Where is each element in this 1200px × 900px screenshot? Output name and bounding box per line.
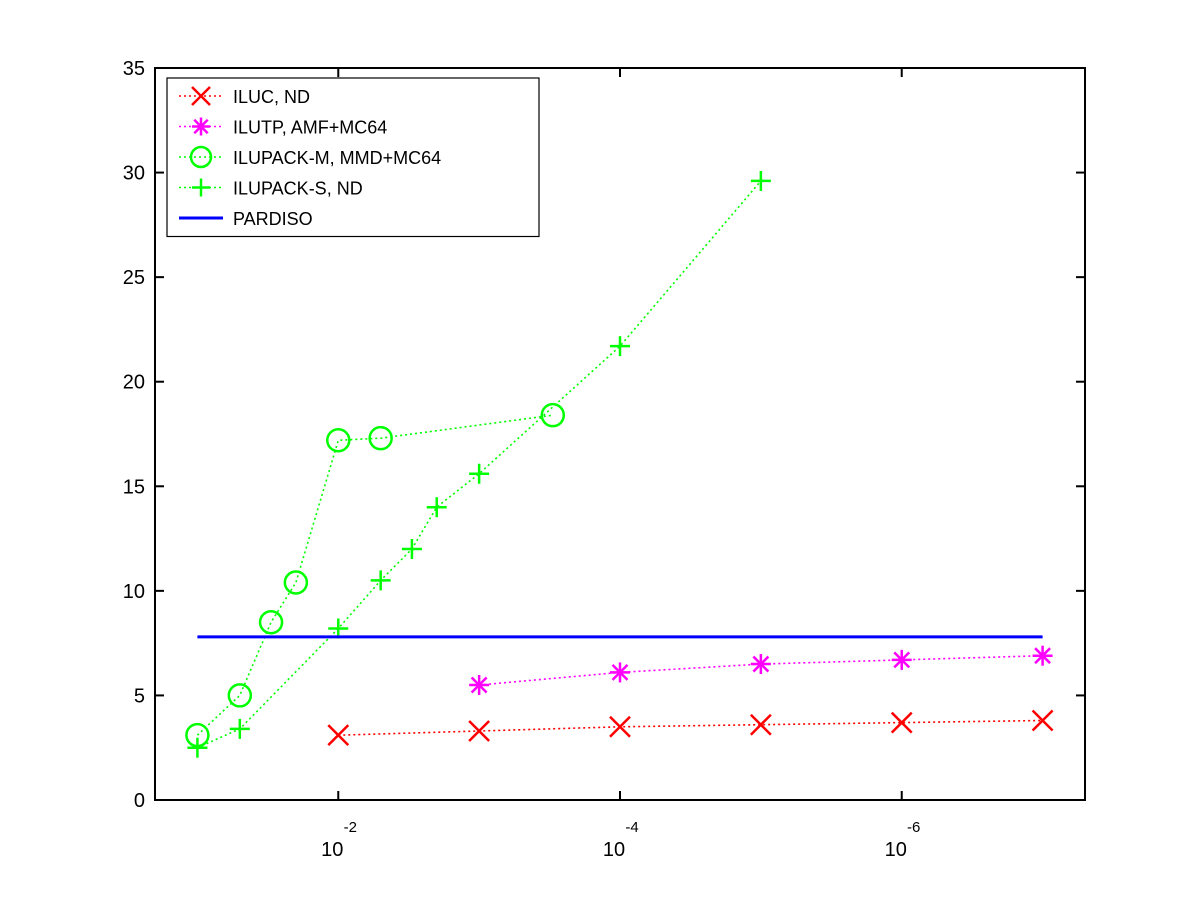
data-point-3-5 bbox=[426, 497, 447, 518]
legend-label-3: ILUPACK-S, ND bbox=[233, 179, 363, 199]
legend-entry-3: ILUPACK-S, ND bbox=[179, 178, 363, 199]
legend-label-1: ILUTP, AMF+MC64 bbox=[233, 118, 387, 138]
series-3 bbox=[187, 170, 771, 758]
legend-label-2: ILUPACK-M, MMD+MC64 bbox=[233, 148, 441, 168]
data-point-3-6 bbox=[469, 463, 490, 484]
legend-label-4: PARDISO bbox=[233, 209, 313, 229]
data-point-2-6 bbox=[540, 402, 566, 428]
legend-marker-3 bbox=[192, 178, 210, 197]
x-tick-base: 10 bbox=[885, 839, 907, 861]
data-point-0-3 bbox=[749, 713, 772, 736]
x-tick-label-0: 10-2 bbox=[321, 819, 357, 861]
data-point-0-1 bbox=[468, 720, 491, 742]
legend-entry-1: ILUTP, AMF+MC64 bbox=[179, 117, 387, 138]
series-line-2 bbox=[196, 414, 553, 736]
data-point-1-1 bbox=[610, 662, 630, 683]
x-tick-exponent: -2 bbox=[344, 819, 357, 836]
data-point-0-4 bbox=[890, 711, 913, 734]
series-line-1 bbox=[479, 654, 1043, 686]
data-point-1-3 bbox=[891, 649, 912, 670]
legend-marker-1 bbox=[192, 117, 210, 136]
x-tick-base: 10 bbox=[603, 839, 625, 861]
x-tick-label-2: 10-6 bbox=[885, 819, 921, 861]
x-tick-exponent: -4 bbox=[625, 819, 638, 836]
y-tick-label-1: 5 bbox=[134, 685, 145, 707]
legend-entry-0: ILUC, ND bbox=[179, 86, 310, 107]
data-point-0-5 bbox=[1031, 709, 1054, 732]
data-point-3-8 bbox=[750, 170, 771, 191]
legend-box bbox=[166, 77, 540, 238]
data-point-3-1 bbox=[229, 718, 250, 739]
legend-entry-4: PARDISO bbox=[179, 209, 313, 229]
legend: ILUC, ND ILUTP, AMF+MC64 ILUPACK-M, MMD+MC… bbox=[166, 77, 540, 238]
y-tick-label-0: 0 bbox=[134, 790, 145, 812]
data-point-3-7 bbox=[610, 336, 630, 357]
y-tick-label-5: 25 bbox=[123, 267, 145, 289]
series-0 bbox=[327, 709, 1054, 747]
data-point-3-2 bbox=[328, 618, 349, 639]
data-point-0-2 bbox=[609, 715, 631, 738]
data-point-1-2 bbox=[750, 654, 771, 675]
data-point-2-4 bbox=[326, 428, 351, 453]
data-point-3-0 bbox=[187, 737, 208, 758]
y-tick-label-6: 30 bbox=[123, 163, 145, 185]
x-tick-label-1: 10-4 bbox=[603, 819, 639, 861]
y-tick-label-4: 20 bbox=[123, 372, 145, 394]
x-tick-exponent: -6 bbox=[907, 819, 920, 836]
data-point-3-3 bbox=[370, 570, 391, 591]
series-2 bbox=[185, 402, 566, 748]
data-point-1-0 bbox=[469, 674, 490, 695]
data-point-2-1 bbox=[227, 683, 253, 708]
y-tick-label-3: 15 bbox=[123, 476, 145, 498]
x-tick-base: 10 bbox=[321, 839, 343, 861]
legend-entry-2: ILUPACK-M, MMD+MC64 bbox=[179, 145, 441, 169]
data-point-2-3 bbox=[283, 570, 309, 595]
series-layer bbox=[185, 170, 1054, 758]
data-point-2-2 bbox=[258, 609, 284, 635]
y-tick-label-2: 10 bbox=[123, 581, 145, 603]
series-1 bbox=[469, 645, 1053, 695]
data-point-1-4 bbox=[1032, 645, 1053, 666]
data-point-0-0 bbox=[327, 724, 350, 747]
data-point-3-4 bbox=[401, 539, 422, 560]
legend-marker-2 bbox=[189, 145, 213, 169]
data-point-2-5 bbox=[368, 425, 393, 451]
legend-marker-0 bbox=[191, 86, 211, 106]
legend-label-0: ILUC, ND bbox=[233, 87, 310, 107]
y-tick-label-7: 35 bbox=[123, 58, 145, 80]
